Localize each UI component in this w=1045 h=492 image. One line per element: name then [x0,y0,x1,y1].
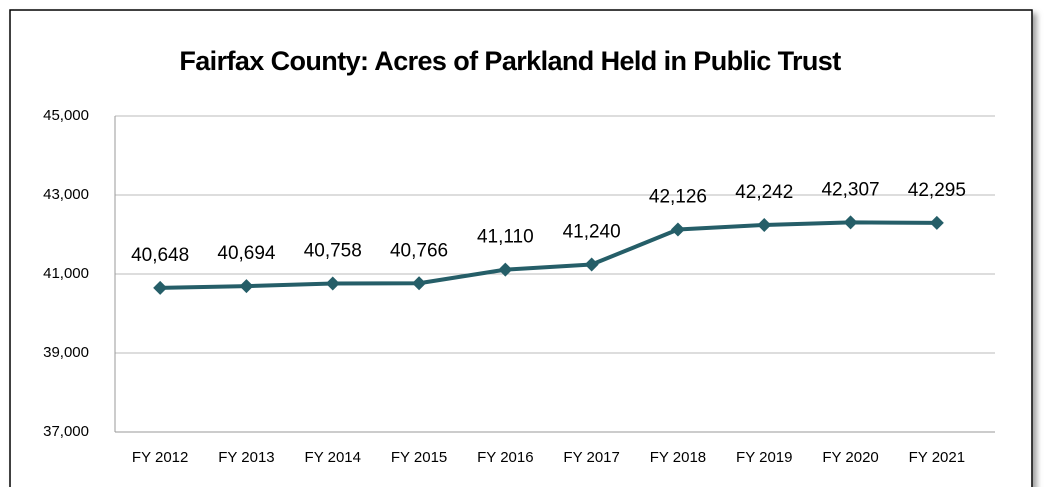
x-tick-label: FY 2018 [650,449,706,466]
x-tick-label: FY 2017 [563,449,619,466]
data-point [757,217,772,232]
x-tick-label: FY 2021 [909,449,965,466]
data-label: 42,126 [649,187,707,208]
data-point [584,257,599,272]
chart-title: Fairfax County: Acres of Parkland Held i… [179,46,841,76]
data-point [239,279,254,294]
data-point [412,276,427,291]
data-point [929,215,944,230]
data-label: 40,758 [304,241,362,262]
data-point [498,262,513,277]
data-point [670,222,685,237]
data-label: 42,242 [735,182,793,203]
data-point [153,280,168,295]
data-point [325,276,340,291]
data-label: 40,648 [131,245,189,266]
data-label: 42,307 [821,179,879,200]
data-label: 40,694 [217,243,276,264]
series-line [160,220,937,290]
chart-frame [9,9,1033,492]
x-tick-label: FY 2016 [477,449,533,466]
x-tick-label: FY 2013 [218,449,274,466]
x-tick-label: FY 2012 [132,449,188,466]
y-tick-label: 43,000 [43,186,89,203]
data-label: 41,110 [477,227,534,248]
data-label: 41,240 [563,222,621,243]
y-tick-label: 45,000 [43,107,89,124]
x-tick-label: FY 2019 [736,449,792,466]
x-tick-label: FY 2014 [305,449,361,466]
y-tick-label: 41,000 [43,265,89,282]
x-tick-label: FY 2020 [822,449,878,466]
y-tick-label: 39,000 [43,344,89,361]
y-tick-label: 37,000 [43,423,89,440]
x-tick-label: FY 2015 [391,449,447,466]
data-label: 40,766 [390,240,448,261]
data-point [843,215,858,230]
data-label: 42,295 [908,180,966,201]
